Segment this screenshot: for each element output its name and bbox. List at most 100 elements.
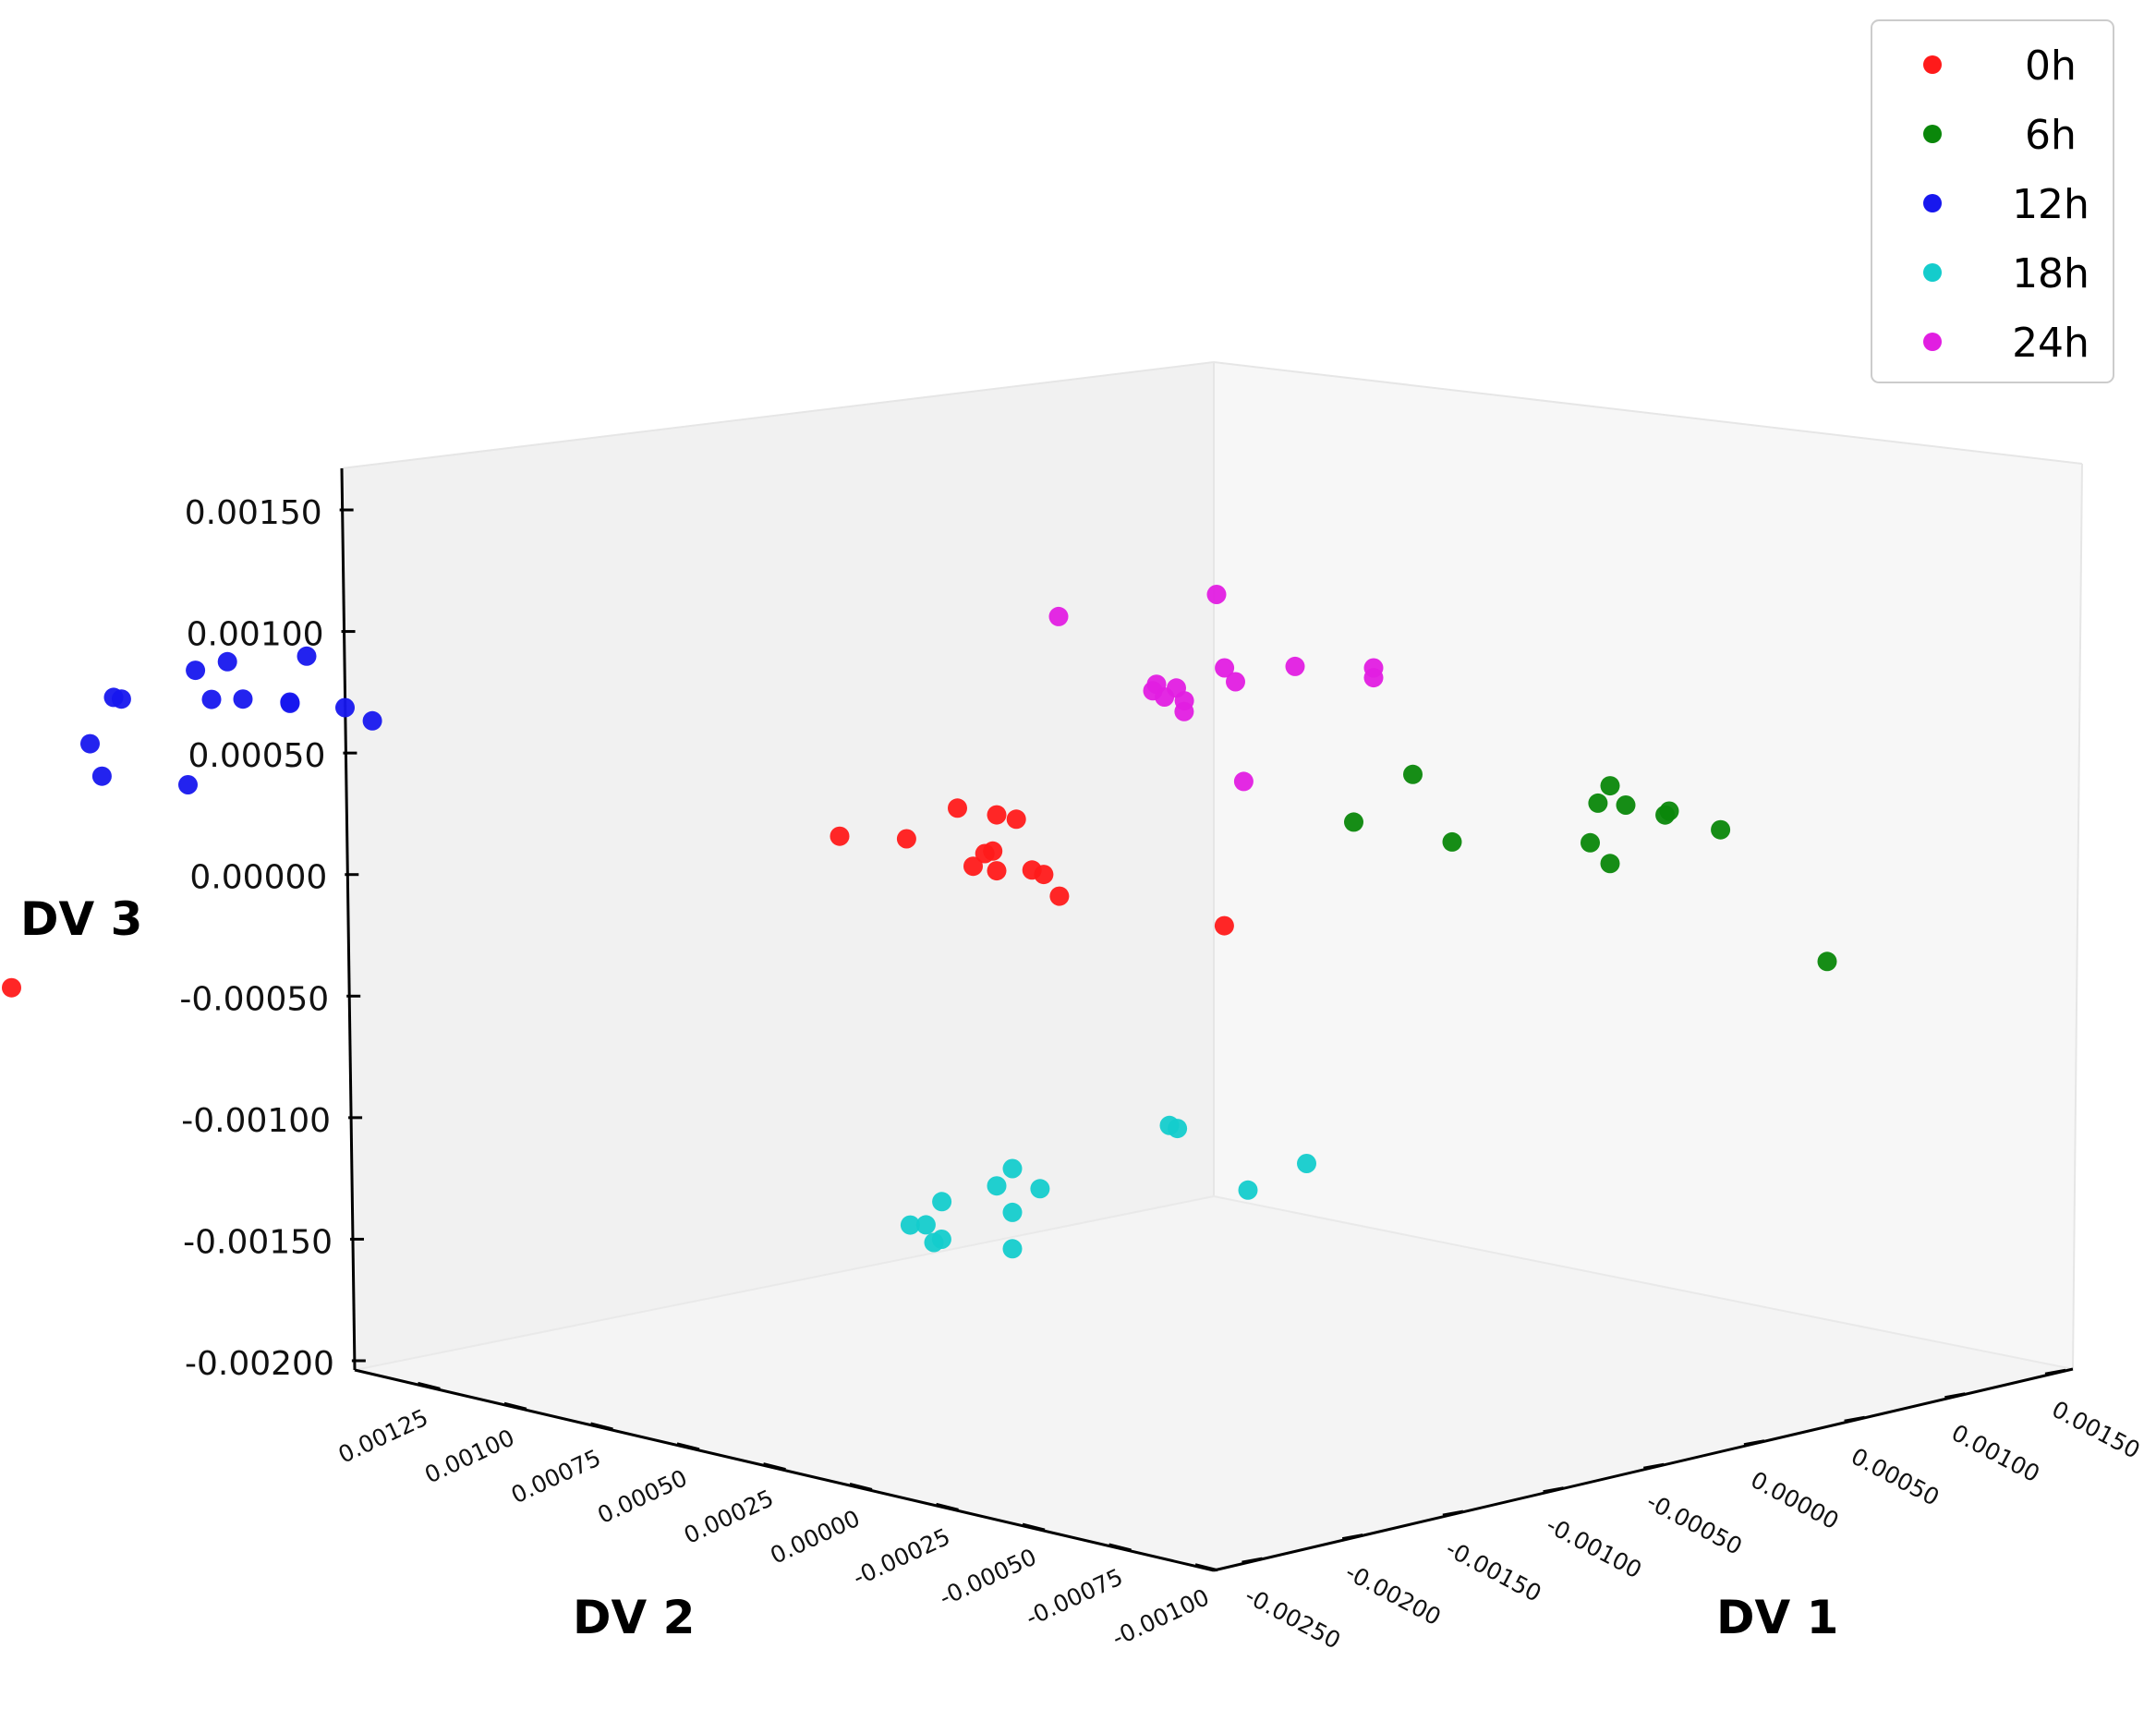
point-24h (1285, 656, 1305, 676)
z-tick-label: -0.00050 (179, 980, 329, 1018)
x-tick-label: 0.00050 (1847, 1443, 1944, 1511)
y-tick-mark (763, 1462, 786, 1472)
y-tick-label: 0.00125 (334, 1404, 432, 1469)
z-tick-label: -0.00150 (183, 1223, 333, 1261)
left-back-pane (342, 362, 1214, 1370)
y-tick-mark (676, 1442, 700, 1451)
legend-marker-24h (1923, 333, 1942, 351)
x-tick-mark (1442, 1509, 1464, 1517)
axes-panes (341, 361, 2083, 1570)
point-0h (975, 843, 995, 864)
y-tick-mark (1194, 1563, 1218, 1572)
z-axis-line (340, 467, 357, 1371)
legend-marker-0h (1923, 55, 1942, 74)
point-0h (987, 805, 1007, 825)
x-tick-mark (1944, 1392, 1966, 1400)
x-tick-label: -0.00100 (1542, 1511, 1646, 1583)
y-tick-mark (503, 1401, 527, 1411)
y-tick-mark (1108, 1543, 1132, 1552)
legend: 0h 6h 12h 18h 24h (1871, 19, 2114, 383)
point-12h (103, 687, 124, 708)
x-tick-mark (1543, 1486, 1564, 1494)
y-tick-label: -0.00075 (1022, 1563, 1127, 1631)
y-tick-label: 0.00025 (680, 1485, 778, 1549)
y-axis-title: DV 2 (573, 1591, 695, 1644)
point-0h (2, 977, 21, 998)
y-tick-mark (590, 1422, 613, 1431)
y-tick-label: -0.00050 (935, 1544, 1040, 1612)
pane-edge-right (2072, 463, 2083, 1370)
x-tick-label: -0.00150 (1441, 1534, 1545, 1606)
point-18h (900, 1215, 920, 1235)
x-tick-mark (1643, 1462, 1665, 1470)
point-6h (1344, 812, 1363, 832)
point-18h (1002, 1202, 1023, 1222)
y-tick-mark (1022, 1522, 1046, 1532)
point-12h (297, 646, 317, 666)
legend-label-18h: 18h (2012, 250, 2089, 297)
right-back-pane (1214, 362, 2082, 1369)
point-0h (1049, 886, 1070, 906)
x-axis-title: DV 1 (1716, 1591, 1838, 1644)
point-6h (1442, 831, 1462, 852)
legend-marker-18h (1923, 263, 1942, 282)
point-12h (178, 775, 198, 794)
point-24h (1048, 606, 1069, 626)
z-tick-label: -0.00200 (185, 1345, 334, 1383)
y-tick-label: 0.00050 (593, 1464, 691, 1529)
z-tick-label: 0.00050 (188, 737, 326, 775)
point-0h (1006, 809, 1026, 830)
y-tick-mark (418, 1381, 441, 1390)
point-24h (1206, 585, 1227, 604)
y-tick-label: -0.00025 (849, 1523, 954, 1592)
point-12h (280, 692, 300, 712)
x-tick-mark (1844, 1415, 1865, 1423)
pane-edge-floor-right (1213, 1195, 2074, 1370)
y-tick-mark (849, 1483, 873, 1491)
z-axis-title: DV 3 (20, 892, 142, 946)
point-18h (987, 1176, 1007, 1196)
point-18h (1297, 1154, 1316, 1173)
point-6h (1817, 951, 1837, 972)
point-0h (1034, 865, 1054, 885)
point-18h (915, 1215, 936, 1235)
z-tick-label: 0.00000 (189, 859, 327, 897)
y-tick-label: 0.00075 (507, 1444, 605, 1509)
point-24h (1174, 701, 1194, 721)
point-24h (1226, 672, 1245, 692)
point-24h (1215, 658, 1235, 678)
floor-pane (355, 1196, 2073, 1570)
z-tick-label: -0.00100 (181, 1102, 331, 1140)
point-12h (186, 661, 206, 681)
x-tick-label: -0.00050 (1642, 1487, 1747, 1559)
point-12h (335, 697, 355, 718)
point-6h (1655, 805, 1676, 825)
point-12h (233, 689, 253, 709)
x-tick-label: -0.00250 (1241, 1582, 1345, 1654)
z-tick-label: 0.00100 (187, 616, 324, 654)
y-tick-label: 0.00000 (766, 1505, 864, 1570)
point-0h (896, 829, 916, 849)
legend-label-12h: 12h (2012, 181, 2089, 228)
point-0h (987, 861, 1007, 881)
legend-marker-6h (1923, 125, 1942, 143)
y-tick-label: -0.00100 (1108, 1583, 1213, 1652)
point-12h (80, 733, 100, 754)
legend-label-24h: 24h (2012, 320, 2089, 367)
legend-label-0h: 0h (2025, 42, 2077, 90)
y-tick-label: 0.00100 (420, 1424, 518, 1488)
point-18h (1030, 1179, 1050, 1199)
x-tick-mark (1743, 1439, 1765, 1447)
point-12h (362, 710, 382, 731)
x-tick-label: 0.00150 (2048, 1396, 2145, 1464)
point-6h (1588, 793, 1608, 813)
x-tick-mark (1341, 1533, 1363, 1541)
point-0h (1214, 915, 1234, 936)
point-6h (1600, 854, 1620, 874)
point-18h (1002, 1239, 1023, 1259)
x-tick-label: 0.00100 (1947, 1419, 2044, 1487)
x-tick-label: -0.00200 (1341, 1558, 1446, 1630)
z-tick-label: 0.00150 (185, 494, 322, 532)
point-6h (1616, 795, 1636, 815)
point-12h (201, 689, 222, 709)
